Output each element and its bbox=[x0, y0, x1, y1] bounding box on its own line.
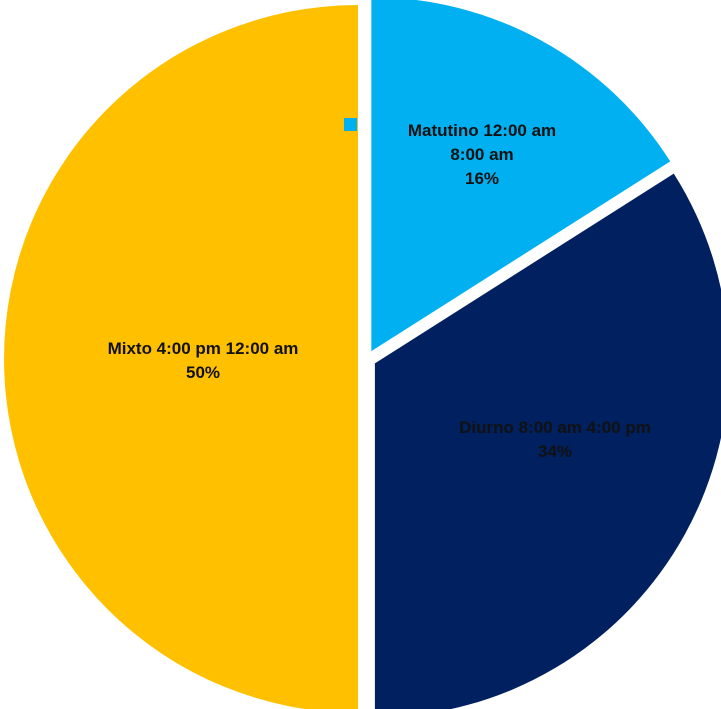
slice-percent-2: 34% bbox=[538, 442, 572, 461]
pie-slice-1 bbox=[371, 0, 671, 352]
slice-label-line: Matutino 12:00 am bbox=[408, 121, 556, 140]
slice-label-2: Diurno 8:00 am 4:00 pm 34% bbox=[459, 418, 651, 461]
small-marker bbox=[344, 118, 357, 131]
pie-slices bbox=[4, 0, 721, 709]
slice-percent-1: 16% bbox=[465, 169, 499, 188]
data-labels: Matutino 12:00 am 8:00 am 16% Diurno 8:00 a… bbox=[108, 121, 651, 461]
slice-label-line: Mixto 4:00 pm 12:00 am bbox=[108, 339, 299, 358]
pie-slice-2 bbox=[374, 173, 721, 709]
slice-label-line: Diurno 8:00 am 4:00 pm bbox=[459, 418, 651, 437]
slice-label-1: Matutino 12:00 am 8:00 am 16% bbox=[408, 121, 556, 188]
pie-slice-3 bbox=[4, 5, 358, 709]
slice-label-3: Mixto 4:00 pm 12:00 am 50% bbox=[108, 339, 299, 382]
slice-percent-3: 50% bbox=[186, 363, 220, 382]
slice-label-line: 8:00 am bbox=[450, 145, 513, 164]
